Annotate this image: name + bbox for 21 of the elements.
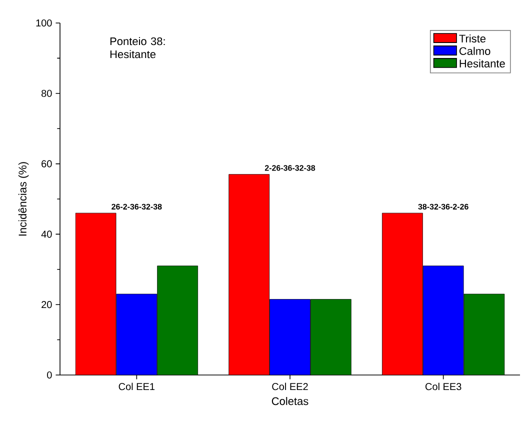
y-tick-label: 80: [42, 90, 52, 97]
y-tick-label: 100: [36, 19, 52, 27]
y-tick-label: 60: [42, 160, 52, 168]
y-tick-label: 0: [47, 371, 52, 379]
y-tick-label: 20: [42, 301, 52, 308]
bar: [422, 266, 464, 375]
bar: [116, 294, 158, 375]
legend-label: Triste: [459, 34, 486, 43]
legend-label: Hesitante: [460, 59, 505, 68]
x-tick-label: Col EE3: [425, 382, 462, 390]
bar: [270, 299, 310, 375]
x-axis-title: Coletas: [272, 397, 308, 406]
y-axis-title: Incidências (%): [18, 162, 29, 236]
legend-label: Calmo: [459, 46, 490, 55]
x-tick-label: Col EE1: [118, 382, 155, 390]
x-tick-label: Col EE2: [272, 382, 308, 390]
y-tick-label: 40: [41, 230, 52, 238]
annotation: 26-2-36-32-38: [112, 204, 162, 210]
annotation: 2-26-36-32-38: [264, 165, 316, 171]
annotation: 38-32-36-2-26: [418, 204, 468, 210]
text: Ponteio 38: Hesitante: [110, 37, 165, 58]
